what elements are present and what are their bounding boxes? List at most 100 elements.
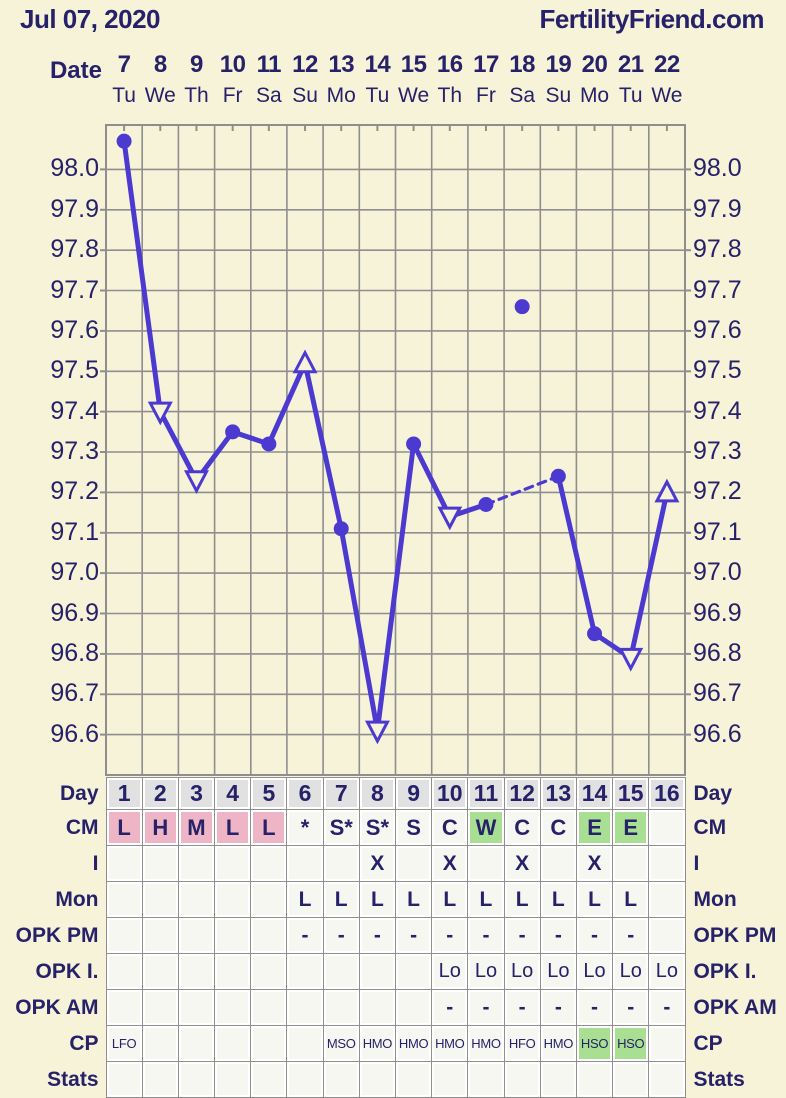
temp-point-day-1 [116,133,132,149]
plot-border [105,124,686,776]
cm-cell-day-14: E [575,809,614,846]
row-label-opk_i-left: OPK I. [35,959,99,983]
bbt-chart [100,124,691,776]
cm-cell-day-16 [648,809,686,846]
date-number: 18 [509,51,535,78]
chart-date-title: Jul 07, 2020 [20,4,161,34]
row-label-cm-left: CM [65,815,99,839]
weekday-label: Su [292,84,318,107]
mon-cell-day-1 [105,881,143,918]
date-number: 7 [117,51,131,78]
opk_i-cell-day-16: Lo [648,953,686,990]
temp-point-day-4 [225,424,241,440]
temp-point-day-10 [437,506,463,531]
row-label-stats-left: Stats [47,1067,99,1091]
temp-line-segment [411,441,453,520]
day-cell-day-2: 2 [141,777,179,810]
temp-point-day-2 [147,401,173,426]
day-cell-day-8: 8 [358,777,397,810]
opk_am-cell-day-13: - [539,989,577,1026]
stats-cell-day-9 [394,1061,433,1098]
stats-cell-day-6 [286,1061,324,1098]
y-axis-label: 96.8 [50,638,99,667]
weekday-label: Fr [222,84,243,107]
temp-point-day-6 [292,349,318,374]
temp-point-day-5 [261,436,277,452]
opk_am-cell-day-11: - [467,989,505,1026]
opk_am-cell-day-4 [214,989,252,1026]
opk_i-cell-day-1 [105,953,143,990]
y-axis-label: 96.9 [50,598,99,627]
opk_pm-cell-day-8: - [358,917,397,954]
opk_am-cell-day-5 [250,989,288,1026]
row-label-opk_pm-left: OPK PM [15,923,99,947]
temp-point-day-15 [618,647,644,672]
cp-cell-day-16 [648,1025,686,1062]
stats-cell-day-4 [214,1061,252,1098]
y-axis-label: 96.7 [693,679,742,708]
opk_pm-cell-day-3 [177,917,216,954]
row-label-opk_am-left: OPK AM [15,995,99,1019]
cm-cell-day-7: S* [322,809,360,846]
opk_pm-cell-day-6: - [286,917,324,954]
y-axis-label: 97.3 [693,437,742,465]
mon-cell-day-5 [250,881,288,918]
y-axis-label: 97.6 [50,315,99,344]
stats-cell-day-3 [177,1061,216,1098]
weekday-label: We [651,84,683,107]
weekday-label: Fr [476,84,496,107]
day-cell-day-5: 5 [250,777,288,810]
i-cell-day-11 [467,845,505,882]
cm-cell-day-5: L [250,809,288,846]
cm-cell-day-6: * [286,809,324,846]
opk_am-cell-day-16: - [648,989,686,1026]
cp-cell-day-14: HSO [575,1025,614,1062]
i-cell-day-5 [250,845,288,882]
y-axis-label: 97.4 [50,396,99,425]
opk_pm-cell-day-14: - [575,917,614,954]
weekday-label: Th [184,84,209,107]
opk_am-cell-day-14: - [575,989,614,1026]
temp-line-segment [157,409,199,483]
cm-cell-day-15: E [612,809,650,846]
mon-cell-day-3 [177,881,216,918]
date-number: 12 [292,51,318,78]
y-axis-label: 96.9 [693,598,742,627]
day-cell-day-9: 9 [394,777,433,810]
opk_i-cell-day-9 [394,953,433,990]
cp-cell-day-11: HMO [467,1025,505,1062]
opk_pm-cell-day-13: - [539,917,577,954]
temp-line-segment [266,360,308,447]
day-cell-day-16: 16 [648,777,686,810]
date-axis-label: Date [49,57,102,84]
cp-cell-day-2 [141,1025,179,1062]
opk_am-cell-day-8 [358,989,397,1026]
date-number: 11 [256,51,282,78]
opk_i-cell-day-3 [177,953,216,990]
opk_i-cell-day-11: Lo [467,953,505,990]
opk_am-cell-day-15: - [612,989,650,1026]
temp-point-day-8 [364,720,390,745]
stats-cell-day-5 [250,1061,288,1098]
day-cell-day-6: 6 [286,777,324,810]
day-cell-day-14: 14 [575,777,614,810]
opk_pm-cell-day-11: - [467,917,505,954]
i-cell-day-1 [105,845,143,882]
row-label-mon-right: Mon [693,887,737,911]
stats-cell-day-16 [648,1061,686,1098]
y-axis-label: 97.0 [693,558,742,587]
row-label-day-right: Day [693,781,733,805]
date-number: 17 [473,51,499,78]
opk_am-cell-day-3 [177,989,216,1026]
date-number: 15 [400,51,427,78]
cm-cell-day-11: W [467,809,505,846]
cp-cell-day-4 [214,1025,252,1062]
cp-cell-day-15: HSO [612,1025,650,1062]
opk_i-cell-day-5 [250,953,288,990]
i-cell-day-16 [648,845,686,882]
cp-cell-day-5 [250,1025,288,1062]
weekday-label: Mo [326,84,356,107]
y-axis-label: 97.1 [50,517,99,546]
mon-cell-day-15: L [612,881,650,918]
i-cell-day-12: X [503,845,541,882]
